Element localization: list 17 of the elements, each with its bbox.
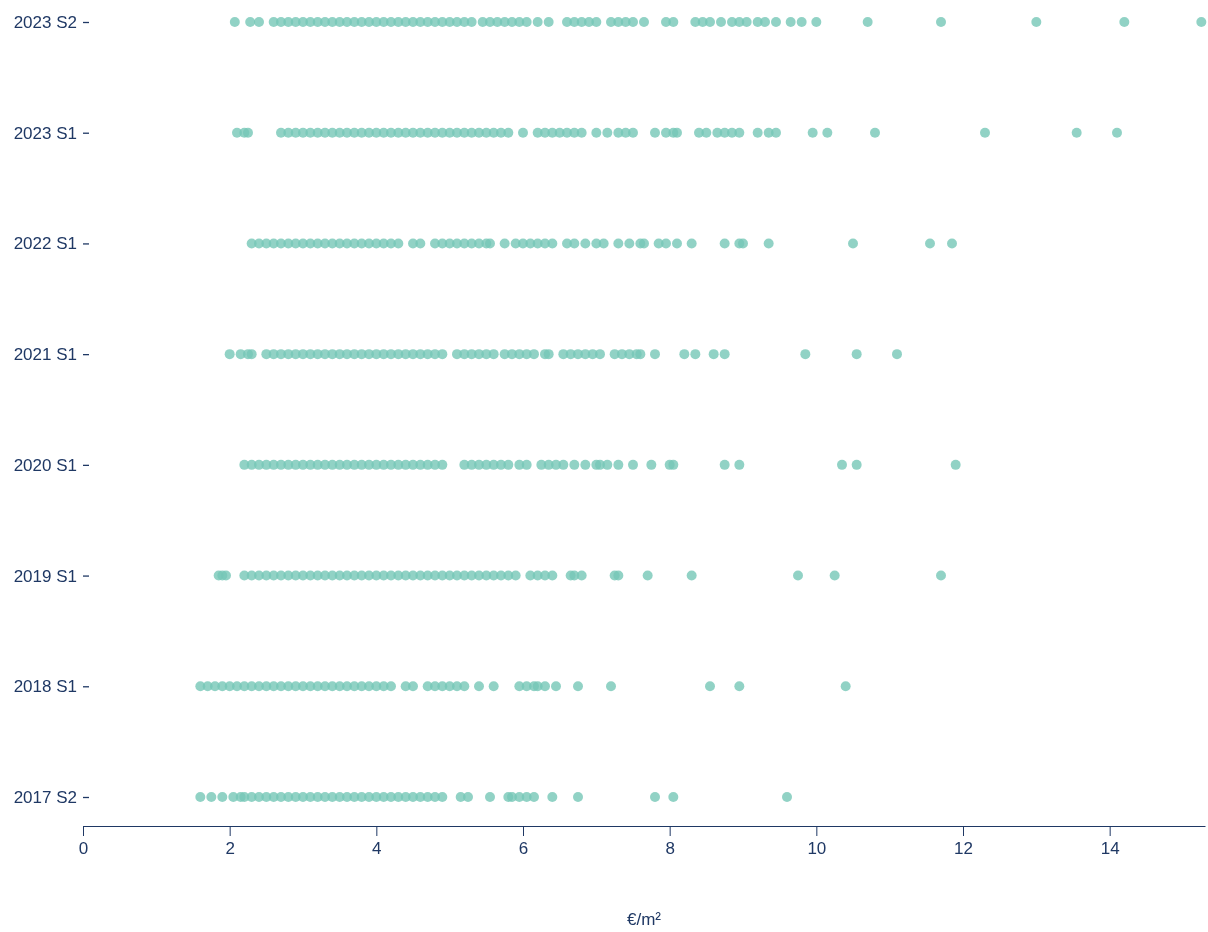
x-tick-label: 4	[372, 839, 382, 859]
x-tick-label: 12	[954, 839, 973, 859]
y-tick-label: 2018 S1	[13, 677, 77, 697]
y-tick-label: 2020 S1	[13, 455, 77, 475]
y-tick-label: 2017 S2	[13, 787, 77, 807]
x-tick-label: 8	[665, 839, 675, 859]
y-tick-label: 2023 S1	[13, 123, 77, 143]
y-tick-label: 2019 S1	[13, 566, 77, 586]
x-tick-label: 6	[518, 839, 529, 859]
y-tick-label: 2022 S1	[13, 234, 77, 254]
x-tick-label: 10	[807, 839, 827, 859]
y-tick-label: 2023 S2	[13, 12, 77, 32]
x-tick-label: 14	[1100, 839, 1120, 859]
x-tick-label: 0	[78, 839, 89, 859]
x-axis-title: €/m²	[627, 910, 662, 929]
x-tick-label: 2	[225, 839, 235, 859]
y-tick-label: 2021 S1	[13, 345, 77, 365]
